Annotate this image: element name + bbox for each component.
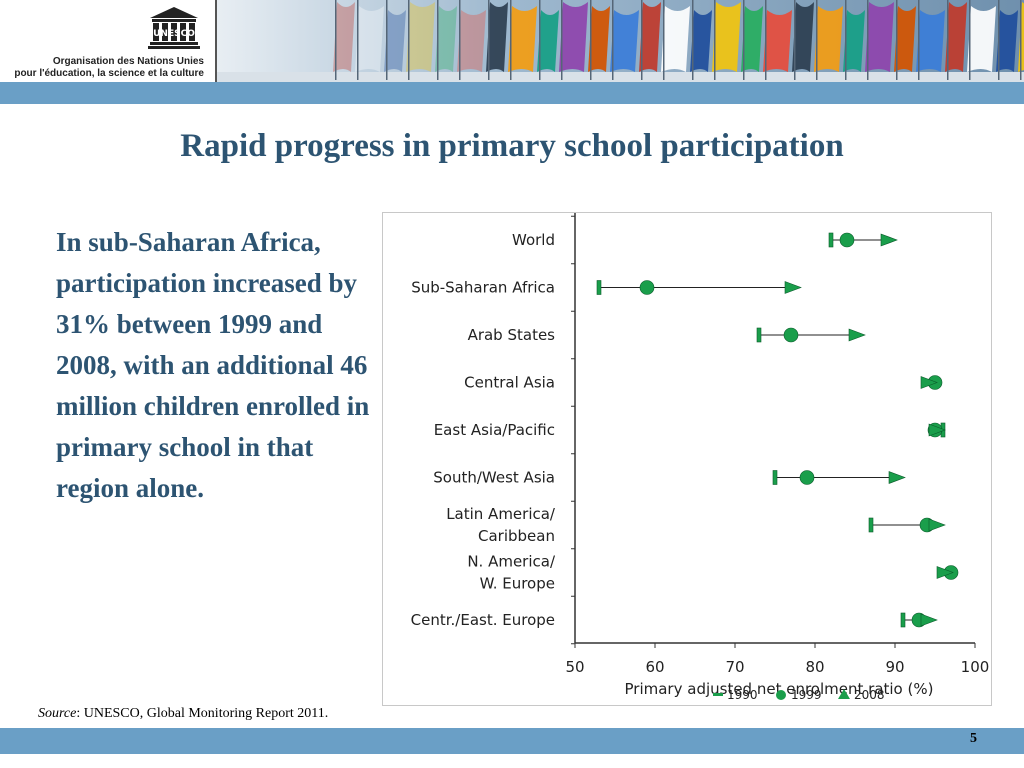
legend-swatch-2008 [838,689,850,699]
unesco-temple-icon: UNESCO [148,7,200,49]
unesco-logo: UNESCO Organisation des Nations Unies po… [0,0,215,82]
flags-banner-image [217,0,1024,82]
marker-1999 [639,280,655,295]
marker-2008 [920,613,938,627]
marker-2008 [888,471,906,484]
x-tick-label: 90 [885,658,904,676]
category-label: Latin America/ [446,505,556,523]
org-name-line1: Organisation des Nations Unies [52,56,204,67]
chart-frame: 50 60 70 80 90 100 Primary adjusted net enrolm… [382,212,992,706]
marker-1990 [772,470,778,485]
category-label: Central Asia [464,374,555,392]
marker-2008 [848,328,866,342]
x-tick-label: 50 [565,658,584,676]
org-name-line2: pour l'éducation, la science et la cultu… [14,68,204,79]
source-note: Source: UNESCO, Global Monitoring Report… [38,706,328,722]
legend-label-2008: 2008 [854,688,885,702]
legend-label-1999: 1999 [791,688,822,702]
marker-1999 [783,327,799,343]
x-tick-label: 60 [645,658,664,676]
slide-body-text: In sub-Saharan Africa, participation inc… [56,227,370,503]
enrolment-chart: 50 60 70 80 90 100 Primary adjusted net enrolm… [411,213,990,702]
category-label: Caribbean [478,527,555,545]
source-text: : UNESCO, Global Monitoring Report 2011. [76,706,329,721]
header-band [0,82,1024,104]
category-label: Arab States [468,326,556,344]
marker-2008 [936,566,954,579]
x-tick-label: 100 [961,658,990,676]
marker-1990 [828,232,834,248]
marker-1990 [868,517,874,533]
logo-text: UNESCO [153,29,195,39]
legend-swatch-1999 [776,690,786,700]
marker-1990 [900,612,906,628]
marker-2008 [784,281,802,294]
x-tick-label: 80 [805,658,824,676]
x-axis-label: Primary adjusted net enrolment ratio (%) [625,680,934,698]
marker-2008 [928,518,946,532]
marker-1990 [756,327,762,343]
marker-1999 [799,470,815,485]
category-label: Centr./East. Europe [411,611,555,629]
category-label: Sub-Saharan Africa [411,279,555,297]
x-tick-label: 70 [725,658,744,676]
legend-label-1990: 1990 [727,688,758,702]
slide-title: Rapid progress in primary school partici… [180,128,844,164]
slide-header: UNESCO Organisation des Nations Unies po… [0,0,1024,82]
category-label: N. America/ [467,553,556,571]
marker-2008 [920,376,938,389]
category-label: East Asia/Pacific [434,421,555,439]
header-divider [215,0,217,82]
legend-swatch-1990 [713,693,723,696]
marker-2008 [880,233,898,247]
marker-2008 [928,423,946,437]
category-label: W. Europe [480,575,555,593]
source-label: Source [38,706,77,721]
marker-1999 [839,232,855,248]
category-label: World [512,231,555,249]
marker-1990 [596,280,602,295]
category-label: South/West Asia [433,469,555,487]
footer-band [0,728,1024,754]
page-number: 5 [970,731,977,746]
